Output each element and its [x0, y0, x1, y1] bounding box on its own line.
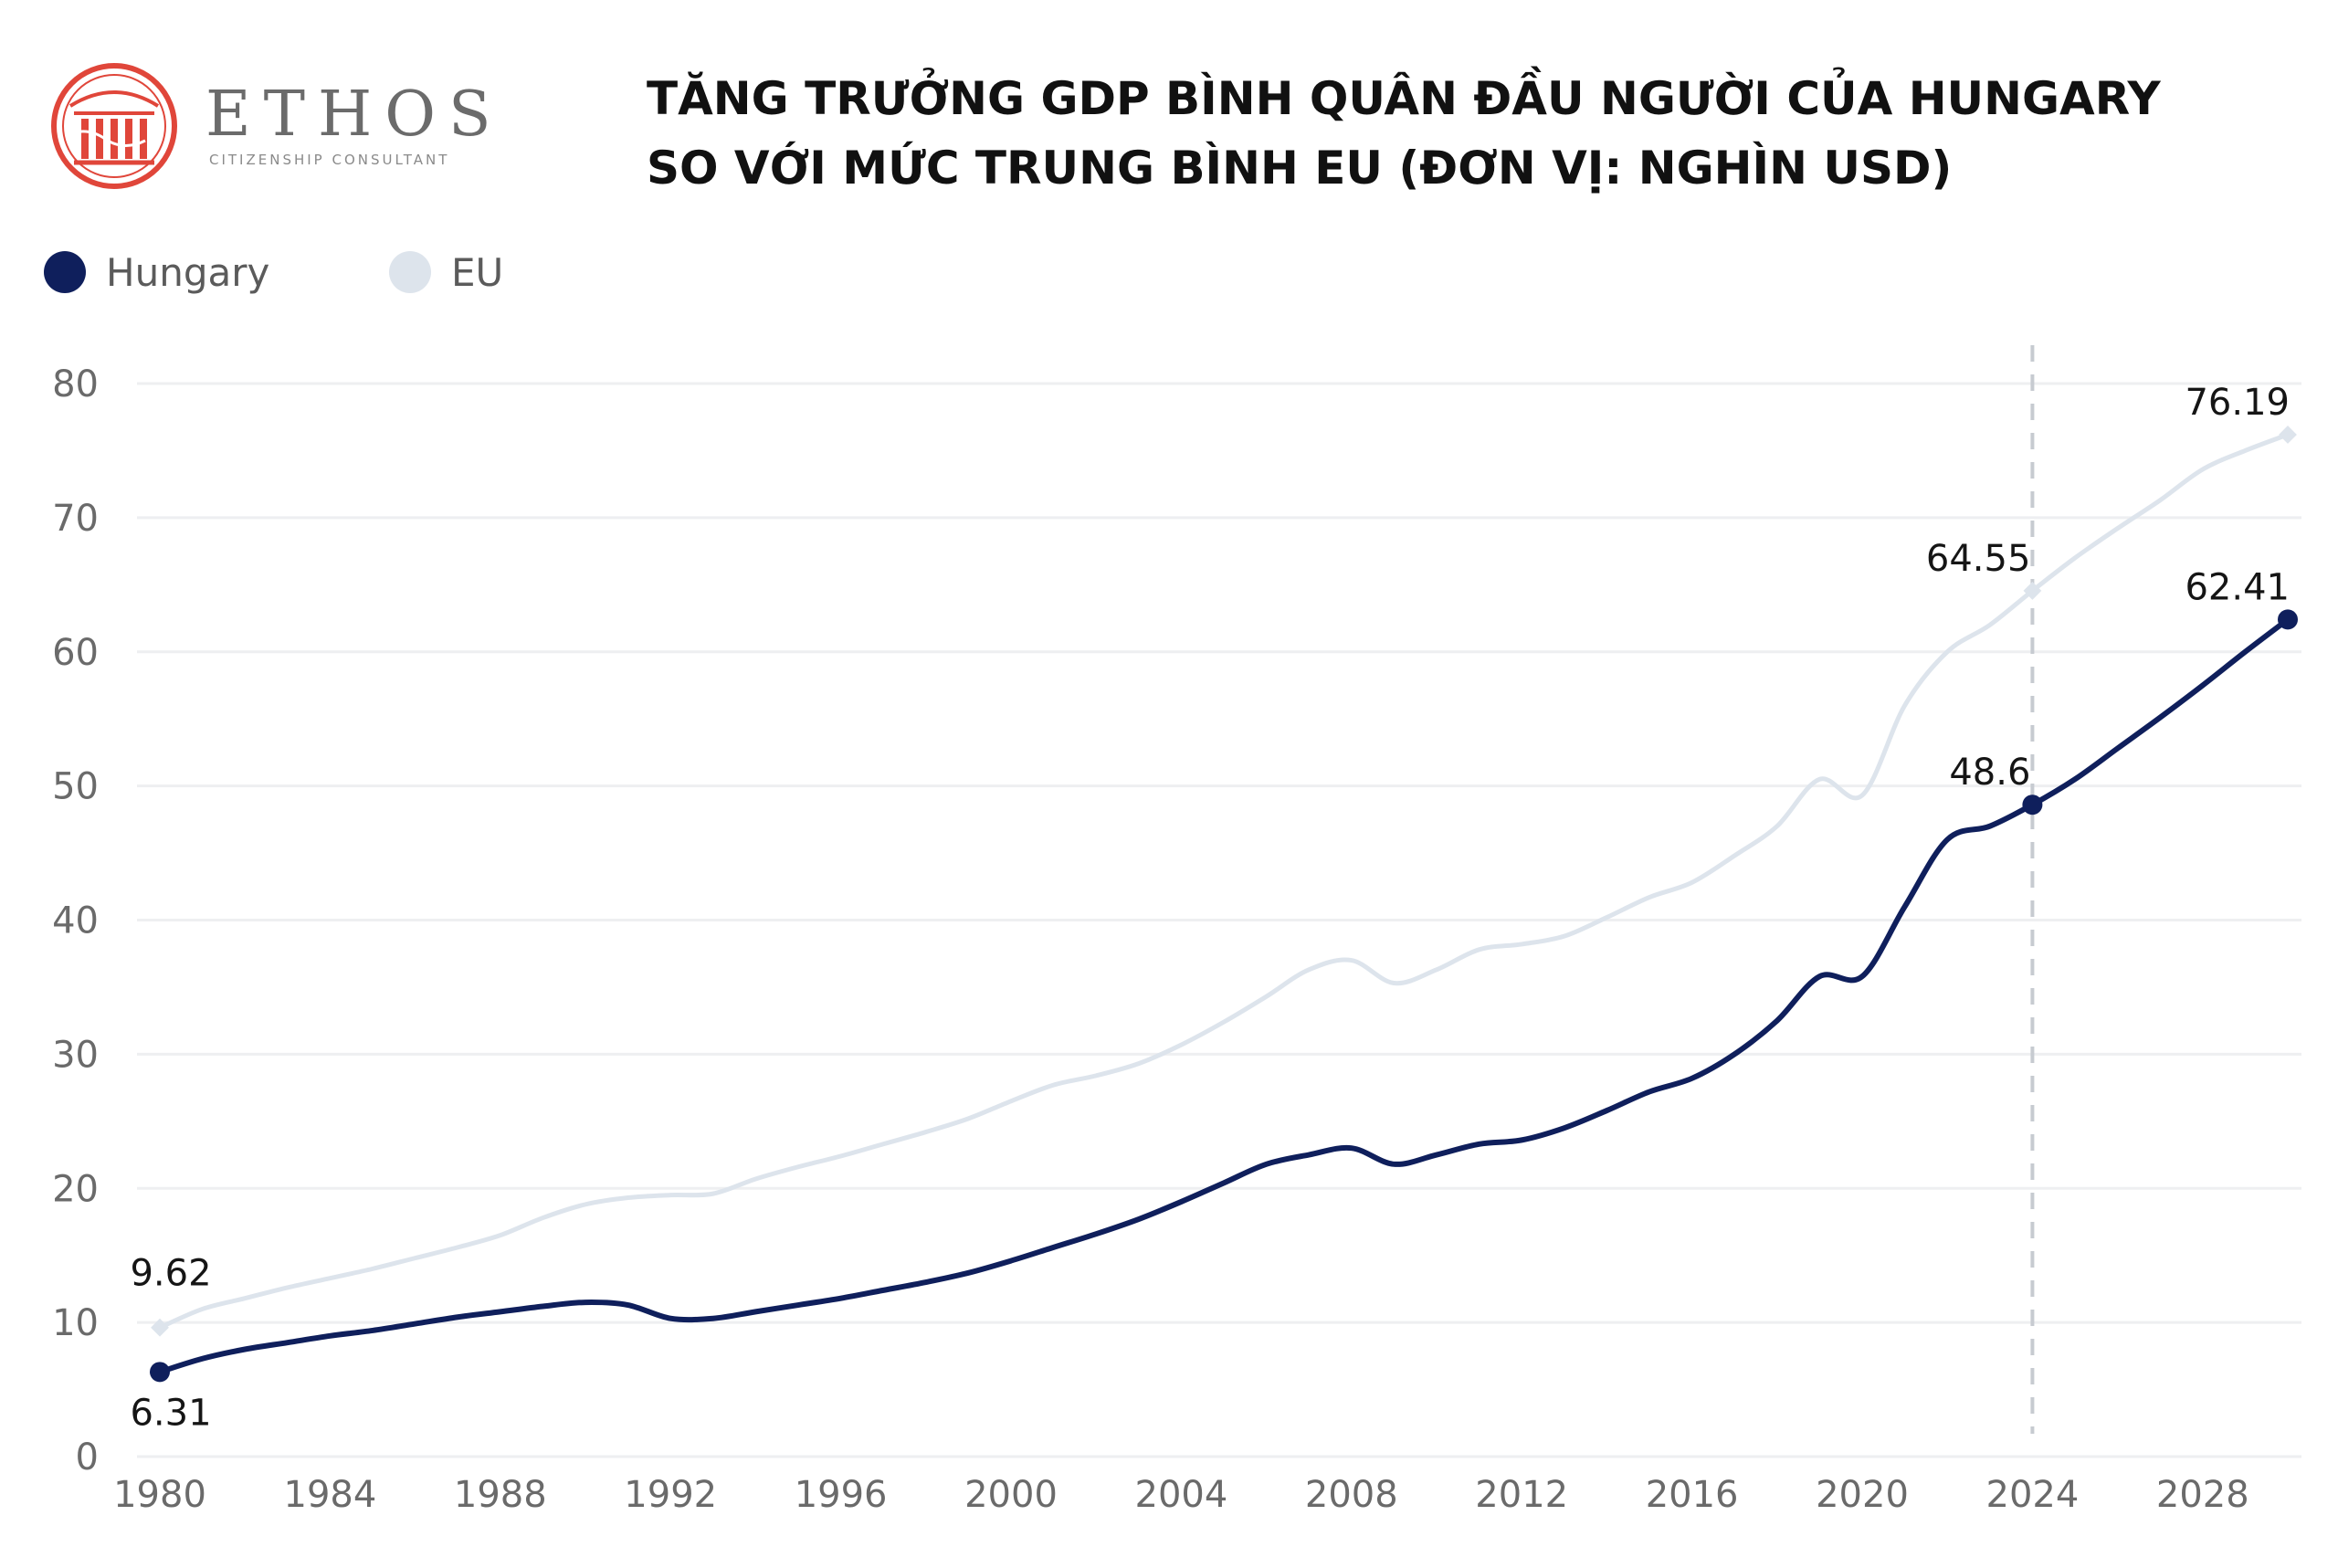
data-point-hungary-1980 [150, 1362, 170, 1383]
data-point-eu-2024 [2023, 582, 2042, 600]
x-tick-label-1988: 1988 [454, 1474, 547, 1516]
series-line-hungary [157, 616, 2291, 1375]
title-line-2: SO VỚI MỨC TRUNG BÌNH EU (ĐƠN VỊ: NGHÌN … [647, 142, 1953, 195]
legend-swatch-eu [389, 251, 431, 293]
brand-name: ETHOS [205, 79, 504, 151]
columns-emblem-icon [51, 63, 177, 189]
x-tick-label-1984: 1984 [284, 1474, 377, 1516]
y-tick-label-20: 20 [52, 1168, 99, 1210]
data-point-hungary-2030 [2278, 609, 2298, 630]
legend-label-hungary: Hungary [106, 249, 270, 295]
x-tick-label-1980: 1980 [113, 1474, 206, 1516]
data-label-eu-2030: 76.19 [2185, 382, 2290, 424]
data-label-hungary-2030: 62.41 [2185, 566, 2290, 608]
data-label-eu-2024: 64.55 [1926, 538, 2031, 580]
brand-tagline: CITIZENSHIP CONSULTANT [209, 152, 450, 168]
x-tick-label-2000: 2000 [964, 1474, 1058, 1516]
legend-label-eu: EU [451, 249, 504, 295]
y-tick-label-60: 60 [52, 632, 99, 674]
y-tick-label-70: 70 [52, 498, 99, 540]
y-tick-label-30: 30 [52, 1034, 99, 1076]
x-tick-label-2012: 2012 [1475, 1474, 1568, 1516]
gdp-line-chart: 0 10 20 30 40 50 60 70 80 1980 1984 1988 1992 1996 200… [52, 345, 2301, 1516]
ethos-logo: ETHOS CITIZENSHIP CONSULTANT [50, 62, 491, 199]
x-tick-label-2004: 2004 [1135, 1474, 1228, 1516]
data-label-hungary-1980: 6.31 [130, 1392, 211, 1434]
y-tick-label-10: 10 [52, 1302, 99, 1344]
x-tick-label-2020: 2020 [1816, 1474, 1909, 1516]
legend-item-eu[interactable]: EU [389, 245, 503, 300]
legend-swatch-hungary [44, 251, 86, 293]
y-tick-label-80: 80 [52, 363, 99, 405]
x-tick-label-2028: 2028 [2156, 1474, 2249, 1516]
data-point-eu-2030 [2279, 426, 2297, 444]
page-title: TĂNG TRƯỞNG GDP BÌNH QUÂN ĐẦU NGƯỜI CỦA … [647, 64, 2309, 203]
x-tick-label-2024: 2024 [1986, 1474, 2080, 1516]
data-point-eu-1980 [151, 1318, 169, 1337]
x-tick-label-2016: 2016 [1646, 1474, 1739, 1516]
y-tick-label-50: 50 [52, 766, 99, 808]
y-tick-label-40: 40 [52, 900, 99, 942]
title-line-1: TĂNG TRƯỞNG GDP BÌNH QUÂN ĐẦU NGƯỜI CỦA … [647, 72, 2161, 125]
legend-item-hungary[interactable]: Hungary [44, 245, 269, 300]
data-point-hungary-2024 [2022, 795, 2043, 816]
data-label-hungary-2024: 48.6 [1949, 752, 2030, 794]
data-label-eu-1980: 9.62 [130, 1253, 211, 1295]
y-tick-label-0: 0 [76, 1436, 99, 1479]
header: ETHOS CITIZENSHIP CONSULTANT TĂNG TRƯỞNG… [0, 0, 2338, 210]
x-tick-label-1996: 1996 [795, 1474, 888, 1516]
series-line-eu [157, 432, 2291, 1331]
x-tick-label-1992: 1992 [624, 1474, 717, 1516]
x-tick-label-2008: 2008 [1305, 1474, 1398, 1516]
